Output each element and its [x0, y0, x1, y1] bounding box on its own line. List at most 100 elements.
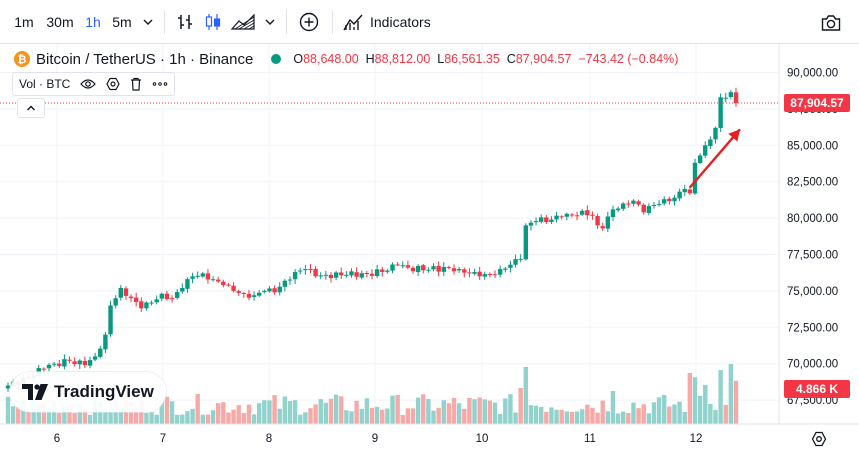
volume-bar	[687, 373, 693, 424]
candle	[354, 272, 359, 277]
candle	[236, 291, 241, 293]
volume-bar	[646, 413, 652, 424]
candle	[267, 288, 272, 292]
candle	[51, 363, 57, 365]
volume-bar	[656, 397, 662, 424]
annotation-arrow	[688, 128, 741, 189]
volume-bar	[72, 413, 77, 424]
chevron-up-icon	[27, 105, 35, 111]
compare-add-symbol-button[interactable]	[294, 8, 324, 36]
candle	[149, 302, 154, 304]
candle	[477, 271, 482, 277]
candle	[503, 268, 508, 270]
candle	[144, 302, 149, 309]
candles-icon	[205, 14, 221, 30]
interval-label: 30m	[46, 14, 74, 30]
candle	[667, 198, 672, 202]
price-axis[interactable]: 90,000.0087,500.0085,000.0082,500.0080,0…	[787, 68, 838, 408]
volume-bar	[585, 404, 590, 424]
volume-bar	[579, 409, 585, 424]
candle	[538, 217, 544, 222]
candle	[462, 269, 467, 273]
candle	[164, 293, 170, 299]
volume-indicator-legend[interactable]: Vol · BTC	[12, 72, 176, 96]
candle	[421, 265, 426, 271]
volume-bar	[67, 407, 72, 424]
candle	[180, 287, 185, 292]
volume-bar	[615, 413, 621, 424]
volume-bar	[62, 405, 67, 424]
price-tick-label: 82,500.00	[787, 177, 838, 189]
interval-label: 5m	[112, 14, 132, 30]
interval-1h-button[interactable]: 1h	[80, 8, 106, 36]
volume-bar	[472, 399, 477, 424]
indicators-button[interactable]: Indicators	[342, 8, 446, 36]
volume-bar	[390, 395, 395, 424]
screenshot-button[interactable]	[818, 10, 844, 36]
interval-1m-button[interactable]: 1m	[10, 8, 38, 36]
candle	[282, 280, 288, 287]
candle	[682, 188, 687, 193]
candle	[41, 368, 47, 370]
volume-bar	[257, 403, 262, 424]
more-options-button[interactable]	[152, 81, 168, 87]
candle	[662, 199, 667, 204]
volume-bar	[503, 398, 508, 424]
volume-bar	[605, 411, 611, 424]
symbol-title[interactable]: Bitcoin / TetherUS · 1h · Binance	[36, 50, 254, 68]
volume-bar	[713, 409, 718, 424]
visibility-toggle-button[interactable]	[80, 78, 97, 90]
candle	[205, 273, 211, 280]
volume-bar	[87, 414, 93, 424]
candle	[277, 286, 282, 293]
time-axis[interactable]: 6 7 8 9 10 11 12	[54, 433, 703, 445]
volume-bar	[518, 388, 523, 424]
candle	[523, 225, 529, 260]
candle	[185, 279, 190, 289]
time-tick-label: 9	[372, 433, 378, 445]
candle	[456, 269, 462, 271]
bar-style-button[interactable]	[172, 8, 198, 36]
high-key: H	[365, 52, 375, 66]
candles-style-button[interactable]	[200, 8, 226, 36]
area-style-button[interactable]	[228, 8, 258, 36]
collapse-legend-button[interactable]	[17, 98, 45, 118]
candle	[405, 265, 411, 268]
volume-bar	[251, 414, 257, 424]
volume-indicator-label: Vol · BTC	[19, 77, 71, 91]
intervals-dropdown-button[interactable]	[138, 8, 158, 36]
candle	[631, 200, 636, 204]
volume-bar	[395, 395, 400, 424]
interval-5m-button[interactable]: 5m	[108, 8, 136, 36]
tradingview-logo[interactable]: TradingView	[10, 372, 166, 412]
candle	[303, 269, 308, 271]
remove-indicator-button[interactable]	[130, 77, 142, 91]
candle	[98, 348, 103, 357]
indicator-settings-button[interactable]	[106, 77, 121, 91]
volume-bar	[451, 397, 457, 424]
volume-bar	[221, 402, 226, 424]
interval-30m-button[interactable]: 30m	[42, 8, 78, 36]
candle	[128, 296, 134, 299]
candle	[708, 139, 713, 147]
volume-bar	[421, 394, 426, 424]
market-status-dot[interactable]	[271, 54, 282, 64]
volume-bars	[5, 364, 739, 424]
volume-bar	[354, 400, 359, 424]
volume-bar	[574, 411, 580, 424]
candle	[339, 272, 344, 276]
candle	[374, 269, 380, 277]
volume-bar	[200, 414, 206, 424]
volume-bar	[292, 400, 298, 424]
chart-style-dropdown-button[interactable]	[260, 8, 280, 36]
volume-bar	[723, 404, 728, 424]
volume-bar	[441, 400, 446, 424]
chart-settings-button[interactable]	[808, 428, 830, 450]
volume-bar	[718, 370, 723, 424]
volume-bar	[549, 407, 554, 424]
candle	[195, 275, 200, 277]
candle	[703, 145, 708, 156]
gear-icon	[106, 77, 121, 91]
bitcoin-icon: ₿	[14, 51, 30, 67]
